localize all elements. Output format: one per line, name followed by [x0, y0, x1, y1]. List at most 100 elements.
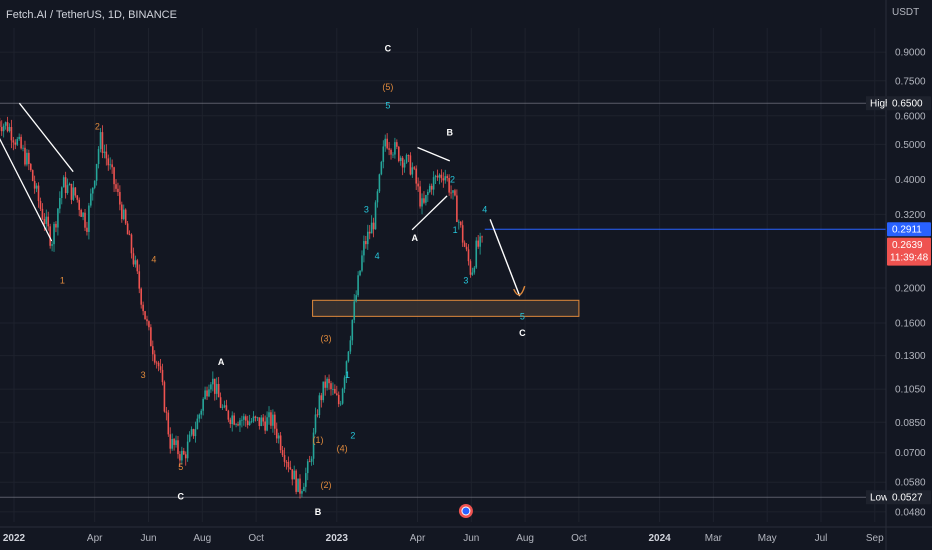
candle-body [396, 142, 398, 147]
candle-body [152, 346, 154, 355]
candle-body [347, 351, 350, 362]
candle-body [43, 218, 46, 224]
wave-label: (2) [321, 480, 332, 490]
candle-body [320, 395, 323, 401]
candle-body [434, 175, 437, 178]
candle-body [469, 261, 472, 275]
candle-body [423, 198, 425, 203]
wave-label: 2 [95, 122, 100, 132]
wave-label: (1) [312, 435, 323, 445]
candle-body [113, 167, 115, 185]
candle-body [208, 389, 210, 397]
high-tag-bg [866, 96, 888, 111]
price-axis[interactable]: 0.9000 0.7500 0.6000 0.5000 0.4000 0.3200 0.20… [458, 0, 931, 550]
candle-body [78, 199, 81, 210]
x-tick-label: Oct [248, 533, 264, 544]
candle-body [481, 236, 483, 238]
wave-label: 3 [364, 205, 369, 215]
candle-body [303, 486, 305, 492]
annotations-layer: C (5) 5 2 1 4 3 5 C A (3) (1) (4) (2) B 1 2 3 4 B A 2 1 4 3 5 C [60, 44, 526, 517]
candle-body [357, 275, 359, 296]
candle-body [287, 462, 290, 468]
candle-body [341, 388, 344, 404]
candle-body [29, 164, 32, 171]
y-tick-label: 0.2000 [895, 284, 926, 295]
candle-body [84, 212, 86, 228]
candle-body [2, 125, 5, 132]
current-price: 0.2639 [892, 240, 923, 251]
candle-body [59, 197, 61, 209]
candle-body [235, 424, 237, 425]
candle-body [41, 208, 44, 219]
candle-body [136, 260, 139, 272]
x-tick-label: Jun [463, 533, 479, 544]
candle-body [119, 192, 121, 205]
candle-body [363, 241, 365, 256]
high-tag: High [870, 99, 891, 110]
candle-body [8, 127, 11, 132]
candle-body [473, 267, 476, 273]
candle-body [167, 412, 170, 435]
wave-label: 1 [345, 370, 350, 380]
candle-body [326, 378, 328, 388]
candle-body [467, 249, 470, 262]
currency-label: USDT [892, 7, 919, 18]
candle-body [446, 176, 448, 179]
candle-body [64, 177, 67, 193]
x-tick-label: Aug [516, 533, 534, 544]
candle-body [337, 394, 340, 405]
candle-body [45, 216, 48, 224]
candle-body [376, 191, 379, 203]
candle-body [148, 321, 150, 328]
candle-body [349, 340, 352, 352]
wave-label: C [519, 328, 526, 338]
y-tick-label: 0.5000 [895, 140, 926, 151]
candle-body [299, 478, 301, 494]
candle-body [99, 132, 102, 150]
candle-body [334, 388, 336, 394]
x-tick-label: Jul [815, 533, 828, 544]
wave-trendline [411, 195, 448, 231]
wave-label: C [178, 491, 185, 501]
candle-body [244, 416, 247, 421]
candle-body [146, 319, 148, 322]
y-tick-label: 0.1600 [895, 319, 926, 330]
candle-body [405, 155, 408, 163]
chart-title: Fetch.AI / TetherUS, 1D, BINANCE [6, 9, 177, 21]
candle-body [39, 201, 42, 209]
candle-body [305, 473, 307, 487]
candle-body [425, 195, 427, 203]
candle-body [90, 193, 92, 206]
candle-body [310, 458, 313, 462]
candle-body [388, 148, 390, 150]
candle-body [378, 174, 381, 192]
candle-body [306, 461, 309, 474]
candle-body [107, 158, 110, 166]
candle-body [475, 240, 478, 268]
candle-body [165, 411, 168, 413]
candle-body [272, 414, 274, 426]
candle-body [262, 417, 265, 422]
wave-trendline [417, 146, 451, 162]
time-axis[interactable]: 2022 Apr Jun Aug Oct 2023 Apr Jun Aug Oct 2024 Mar M… [0, 526, 932, 544]
candle-body [316, 414, 319, 416]
y-tick-label: 0.0700 [895, 448, 926, 459]
candle-body [132, 253, 135, 265]
candle-body [26, 152, 28, 165]
candle-body [74, 187, 77, 196]
candle-body [173, 438, 175, 445]
candle-body [419, 186, 421, 207]
candle-body [225, 405, 228, 411]
candle-body [243, 416, 245, 420]
candle-body [372, 222, 375, 230]
candle-body [82, 212, 84, 217]
candle-body [72, 187, 75, 200]
y-tick-label: 0.7500 [895, 76, 926, 87]
candle-body [68, 183, 71, 186]
candle-body [111, 164, 113, 168]
candle-body [184, 454, 187, 459]
y-tick-label: 0.6000 [895, 111, 926, 122]
levels-layer [0, 102, 886, 498]
candle-body [465, 246, 468, 250]
